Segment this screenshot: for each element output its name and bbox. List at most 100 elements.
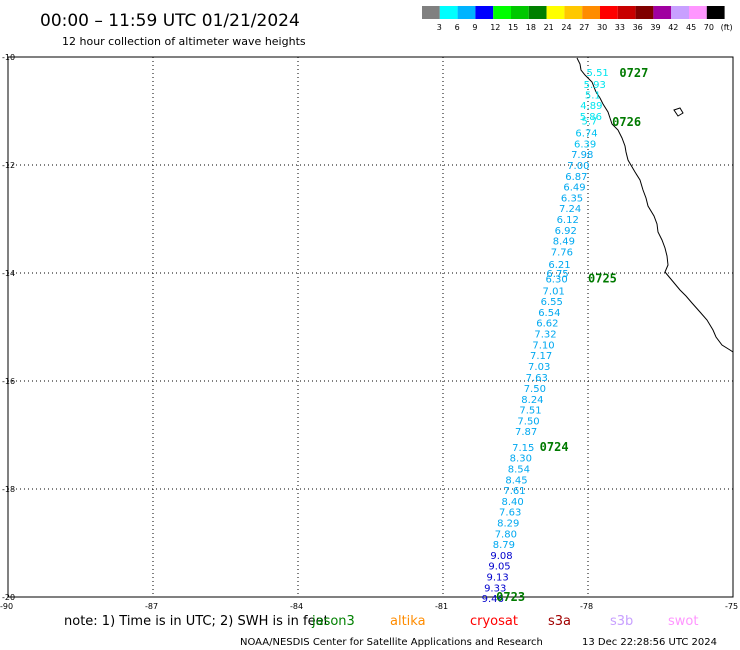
altimeter-track: 5.515.935.14.895.865.76.746.397.987.006.… (482, 68, 609, 605)
lon-label: -75 (725, 602, 738, 611)
wave-height-value: 8.24 (521, 395, 543, 406)
wave-height-value: 6.39 (574, 139, 596, 150)
wave-height-value: 6.12 (557, 215, 579, 226)
wave-height-value: 8.79 (493, 540, 515, 551)
legend-label: 30 (597, 23, 607, 32)
lat-label: -20 (2, 593, 15, 602)
satellite-name: swot (668, 614, 698, 629)
legend-swatch (564, 6, 583, 19)
wave-height-value: 4.89 (580, 101, 602, 112)
wave-height-value: 6.35 (561, 193, 583, 204)
wave-height-value: 8.45 (505, 475, 527, 486)
satellite-name: s3a (548, 614, 571, 629)
satellite-name: cryosat (470, 614, 518, 629)
wave-height-value: 7.63 (499, 508, 521, 519)
satellite-legend: jason3 altika cryosat s3a s3b swot (311, 614, 698, 629)
wave-height-value: 6.92 (555, 226, 577, 237)
pass-time-tag: 0723 (496, 590, 525, 604)
lon-label: -87 (145, 602, 158, 611)
wave-height-value: 6.75 (546, 269, 568, 280)
legend-label: (ft) (721, 23, 733, 32)
island-outline (673, 107, 684, 117)
wave-height-value: 8.40 (501, 497, 523, 508)
wave-height-value: 7.10 (532, 340, 554, 351)
wave-height-value: 7.50 (524, 384, 546, 395)
legend-label: 21 (544, 23, 554, 32)
wave-height-value: 7.17 (530, 351, 552, 362)
wave-height-value: 9.13 (486, 572, 508, 583)
wave-height-value: 9.33 (484, 583, 506, 594)
legend-swatch (439, 6, 458, 19)
lat-lon-grid (8, 57, 733, 597)
axis-labels: -90 -87 -84 -81 -78 -75 -10 -12 -14 -16 -18 -20 (0, 53, 738, 611)
legend-label: 9 (472, 23, 477, 32)
pass-time-tag: 0726 (612, 115, 641, 129)
satellite-name: altika (390, 614, 426, 629)
legend-label: 42 (668, 23, 678, 32)
legend-swatch (653, 6, 672, 19)
wave-height-value: 5.86 (580, 112, 602, 123)
pass-time-tag: 0725 (588, 271, 617, 285)
legend-swatch (511, 6, 529, 19)
legend-swatch (617, 6, 636, 19)
legend-label: 3 (437, 23, 442, 32)
wave-height-value: 8.29 (497, 518, 519, 529)
legend-label: 45 (686, 23, 696, 32)
wave-height-value: 8.49 (553, 237, 575, 248)
legend-swatch (528, 6, 547, 19)
legend-label: 39 (650, 23, 660, 32)
satellite-name: jason3 (311, 614, 355, 629)
wave-height-value: 6.87 (565, 172, 587, 183)
wave-height-value: 9.08 (490, 551, 512, 562)
lat-label: -12 (2, 161, 15, 170)
legend-swatch (635, 6, 654, 19)
legend-label: 33 (615, 23, 625, 32)
legend-swatch (600, 6, 618, 19)
wave-height-value: 7.32 (534, 329, 556, 340)
footnote: note: 1) Time is in UTC; 2) SWH is in fe… (64, 614, 329, 629)
legend-swatch (582, 6, 600, 19)
wave-height-value: 8.54 (508, 464, 530, 475)
wave-height-value: 7.03 (528, 362, 550, 373)
wave-height-value: 8.30 (510, 454, 532, 465)
generated-timestamp: 13 Dec 22:28:56 UTC 2024 (582, 637, 717, 648)
legend-swatch (493, 6, 511, 19)
legend-label: 27 (579, 23, 589, 32)
map-title: 00:00 – 11:59 UTC 01/21/2024 (40, 11, 300, 31)
map-subtitle: 12 hour collection of altimeter wave hei… (62, 35, 306, 48)
legend-swatch (475, 6, 494, 19)
legend-label: 18 (526, 23, 536, 32)
wave-height-value: 7.61 (503, 486, 525, 497)
lon-label: -81 (435, 602, 448, 611)
wave-height-value: 6.55 (541, 297, 563, 308)
wave-height-value: 7.87 (515, 427, 537, 438)
wave-height-value: 7.80 (495, 529, 517, 540)
wave-height-value: 6.49 (563, 183, 585, 194)
legend-swatch (422, 6, 440, 19)
lat-label: -16 (2, 377, 15, 386)
lon-label: -90 (0, 602, 13, 611)
wave-height-value: 9.46 (482, 594, 504, 605)
legend-label: 12 (490, 23, 500, 32)
legend-label: 15 (508, 23, 518, 32)
legend-swatch (671, 6, 689, 19)
lat-label: -14 (2, 269, 15, 278)
satellite-name: s3b (610, 614, 633, 629)
coastline-peru (576, 57, 734, 353)
legend-label: 36 (633, 23, 643, 32)
wave-height-value: 7.50 (517, 416, 539, 427)
wave-height-value: 7.24 (559, 204, 581, 215)
wave-height-value: 7.76 (551, 247, 573, 258)
wave-height-value: 5.1 (585, 90, 601, 101)
wave-height-value: 5.51 (587, 68, 609, 79)
wave-height-value: 6.74 (575, 129, 597, 140)
wave-height-value: 7.00 (567, 161, 589, 172)
wave-height-value: 7.51 (519, 406, 541, 417)
wave-height-value: 7.98 (571, 150, 593, 161)
wave-height-value: 6.30 (545, 274, 567, 285)
lon-label: -78 (580, 602, 593, 611)
wave-height-value: 7.15 (512, 443, 534, 454)
map-frame (7, 56, 734, 598)
wave-height-value: 9.05 (488, 562, 510, 573)
